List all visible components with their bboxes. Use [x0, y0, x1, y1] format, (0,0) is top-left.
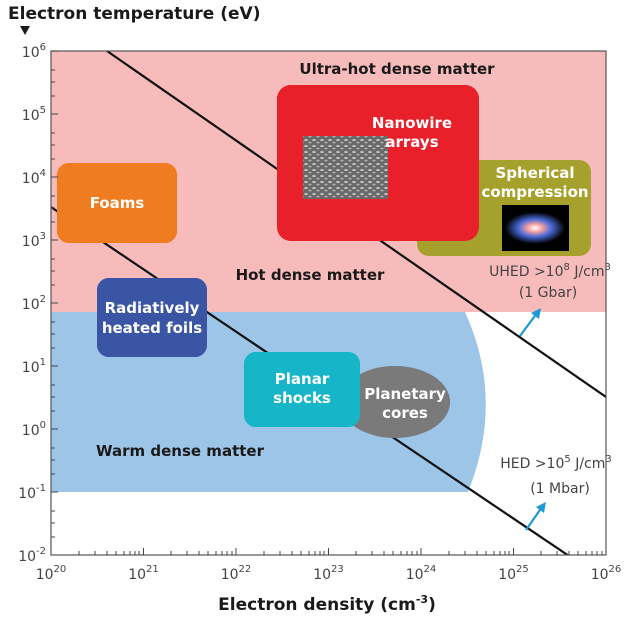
x-ticks: [78, 548, 603, 555]
hed-threshold-label: HED >105 J/cm3: [500, 454, 612, 472]
x-axis-label: Electron density (cm-3): [218, 593, 436, 615]
y-tick-1e-2: 10-2: [18, 546, 46, 565]
hed-arrow-head-icon: [536, 502, 546, 513]
y-tick-1e4: 104: [22, 168, 46, 187]
planetary-label-line2: cores: [382, 404, 428, 422]
x-tick-1e25: 1025: [498, 564, 529, 583]
hed-arrow: [525, 506, 543, 531]
y-axis-arrow-icon: [20, 26, 30, 35]
ultra-hot-dense-matter-label: Ultra-hot dense matter: [299, 60, 495, 78]
foils-box-overlay: [97, 278, 207, 357]
uhed-arrow-head-icon: [531, 308, 541, 319]
y-tick-1e2: 102: [22, 294, 46, 313]
y-tick-labels: 106 105 104 103 102 101 100 10-1 10-2: [18, 42, 46, 565]
x-tick-1e26: 1026: [591, 564, 622, 583]
spherical-label-line1: Spherical: [495, 164, 574, 182]
y-tick-1e-1: 10-1: [18, 483, 46, 502]
y-tick-1e3: 103: [22, 231, 46, 250]
y-tick-1e5: 105: [22, 105, 46, 124]
foils-label-line1: Radiatively: [105, 299, 200, 317]
y-tick-1e0: 100: [22, 420, 46, 439]
y-axis-label: Electron temperature (eV): [8, 4, 260, 24]
nanowire-image-overlay: [303, 136, 388, 199]
y-ticks: [51, 50, 58, 538]
y-tick-1e6: 106: [22, 42, 46, 61]
x-tick-labels: 1020 1021 1022 1023 1024 1025 1026: [36, 564, 622, 583]
planetary-overlay: [340, 366, 450, 438]
hot-dense-matter-label: Hot dense matter: [236, 266, 385, 284]
x-tick-1e20: 1020: [36, 564, 67, 583]
x-tick-1e23: 1023: [313, 564, 344, 583]
x-tick-1e22: 1022: [221, 564, 252, 583]
uhed-arrow: [519, 312, 538, 337]
y-tick-1e1: 101: [22, 357, 46, 376]
uhed-threshold-label: UHED >108 J/cm3: [489, 262, 611, 280]
nanowire-label-line1: Nanowire: [372, 114, 452, 132]
hed-pressure-label: (1 Mbar): [530, 481, 590, 497]
spherical-label-line2: compression: [481, 183, 588, 201]
x-tick-1e21: 1021: [128, 564, 159, 583]
foams-box-overlay: [57, 163, 177, 243]
foams-label: Foams: [90, 194, 145, 212]
foils-label-line2: heated foils: [102, 319, 202, 337]
planetary-label-line1: Planetary: [364, 385, 446, 403]
x-tick-1e24: 1024: [406, 564, 437, 583]
planar-label-line2: shocks: [273, 389, 331, 407]
nanowire-label-line2: arrays: [385, 133, 438, 151]
planar-label-line1: Planar: [275, 370, 330, 388]
warm-dense-matter-label: Warm dense matter: [96, 442, 265, 460]
uhed-pressure-label: (1 Gbar): [519, 285, 577, 301]
implosion-glow: [505, 212, 565, 244]
planar-overlay: [244, 352, 360, 427]
